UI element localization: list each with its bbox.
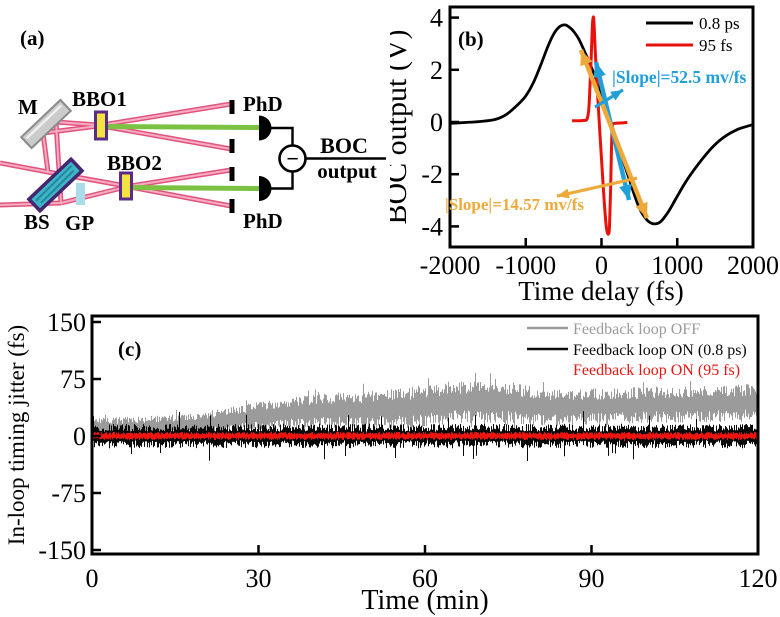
- panel-c-ylabel: In-loop timing jitter (fs): [4, 325, 29, 545]
- legend-label-off: Feedback loop OFF: [573, 321, 700, 338]
- photodiode-top-icon: [259, 115, 272, 141]
- panel-b-legend: 0.8 ps 95 fs: [646, 14, 740, 55]
- panel-b-plot-area: -2000 -1000 0 1000 2000 -4 -2 0 2 4: [420, 4, 779, 280]
- legend-label-0-8ps: 0.8 ps: [699, 14, 740, 33]
- panel-b-xlabel: Time delay (fs): [518, 276, 683, 306]
- mirror-m: [19, 98, 73, 150]
- panel-b-label: (b): [458, 27, 484, 51]
- bbo2-label: BBO2: [107, 151, 162, 175]
- green-beam-bottom: [127, 185, 263, 191]
- mirror-label: M: [18, 95, 38, 119]
- beamsplitter-bs: [26, 156, 85, 214]
- y-tick-label: -2: [421, 160, 443, 189]
- panel-c-legend: Feedback loop OFF Feedback loop ON (0.8 …: [527, 321, 747, 379]
- x-tick-label: 120: [739, 564, 778, 593]
- green-shg-beams: [99, 124, 263, 191]
- y-tick-label: 150: [47, 308, 86, 337]
- slope-slow-annotation: |Slope|=14.57 mv/fs: [445, 195, 584, 214]
- x-tick-label: 0: [86, 564, 99, 593]
- y-tick-label: 75: [60, 365, 86, 394]
- bbo2-crystal: [119, 171, 133, 201]
- gp-label: GP: [65, 211, 94, 235]
- x-tick-label: 60: [412, 564, 438, 593]
- wire-top: [271, 126, 294, 145]
- bs-label: BS: [24, 210, 50, 234]
- y-tick-label: 4: [430, 4, 443, 33]
- wire-bottom: [271, 172, 294, 190]
- y-tick-label: 0: [430, 108, 443, 137]
- slope-fast-annotation: |Slope|=52.5 mv/fs: [612, 67, 747, 87]
- x-tick-label: 1000: [651, 251, 703, 280]
- x-tick-label: 2000: [727, 251, 779, 280]
- minus-icon: −: [286, 146, 299, 171]
- photodiode-bottom-icon: [259, 176, 272, 201]
- panel-c-xlabel: Time (min): [361, 585, 488, 616]
- y-tick-label: 2: [430, 56, 443, 85]
- panel-b-boc-chart: -2000 -1000 0 1000 2000 -4 -2 0 2 4 (b) BOC outpu…: [390, 4, 779, 306]
- x-tick-label: 30: [246, 564, 272, 593]
- panel-c-plot-area: 0 30 60 90 120 -150 -75 0 75 150: [38, 308, 777, 593]
- green-beam-top: [99, 124, 263, 130]
- y-tick-label: -75: [51, 479, 86, 508]
- panel-b-ylabel: BOC output (V): [390, 30, 413, 225]
- bbo1-crystal: [94, 110, 108, 141]
- panel-c-jitter-chart: 0 30 60 90 120 -150 -75 0 75 150 (c) In-loop timi…: [4, 308, 778, 616]
- phd-top-label: PhD: [243, 92, 283, 116]
- x-tick-label: 0: [595, 251, 608, 280]
- bbo1-label: BBO1: [72, 87, 127, 111]
- phd-bottom-label: PhD: [243, 209, 283, 233]
- glass-plate-gp: [76, 183, 85, 205]
- x-tick-label: 90: [579, 564, 605, 593]
- y-tick-label: 0: [73, 422, 86, 451]
- legend-label-on-08ps: Feedback loop ON (0.8 ps): [573, 342, 747, 359]
- x-tick-label: -1000: [495, 251, 556, 280]
- panel-a-setup-diagram: − (a) M BBO1 BBO2 BS GP PhD PhD BOC outp…: [0, 26, 386, 235]
- legend-label-on-95fs: Feedback loop ON (95 fs): [573, 362, 740, 379]
- boc-label: BOC: [320, 133, 368, 158]
- x-tick-label: -2000: [420, 251, 481, 280]
- panel-c-label: (c): [118, 337, 141, 361]
- y-tick-label: -150: [38, 536, 86, 565]
- boc-output-label: output: [317, 159, 377, 183]
- legend-label-95fs: 95 fs: [699, 36, 733, 55]
- y-tick-label: -4: [421, 212, 443, 241]
- curve-95-fs: [571, 15, 628, 236]
- panel-a-label: (a): [20, 26, 45, 50]
